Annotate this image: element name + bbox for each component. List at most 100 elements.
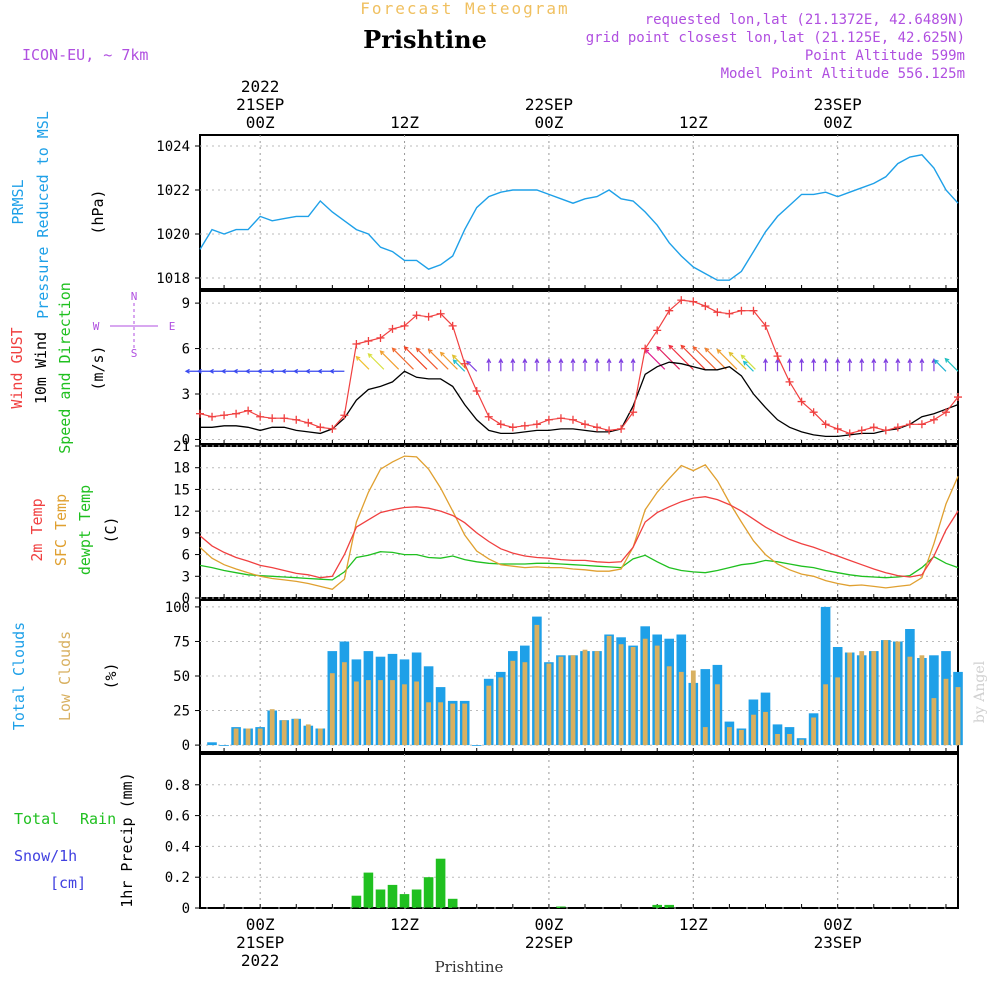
low-cloud-bar — [606, 635, 612, 746]
pressure-label-prmsl: PRMSL — [9, 179, 27, 224]
panel-frame — [199, 290, 959, 445]
low-cloud-bar — [823, 684, 828, 746]
gust-marker — [292, 415, 301, 424]
low-cloud-bar — [931, 698, 937, 746]
pressure-label-desc: Pressure Reduced to MSL — [34, 111, 52, 319]
footer-location: Prishtine — [435, 958, 504, 976]
low-cloud-bar — [835, 677, 841, 746]
bottom-year-label: 2022 — [241, 951, 280, 970]
model-altitude: Model Point Altitude 556.125m — [721, 66, 965, 82]
gust-marker — [400, 321, 409, 330]
wind-direction-arrow — [582, 358, 588, 372]
wind-direction-arrow — [933, 359, 947, 372]
low-cloud-bar — [486, 685, 492, 746]
low-cloud-bar — [257, 728, 263, 746]
gust-marker — [388, 324, 397, 333]
low-cloud-bar — [775, 734, 780, 746]
low-cloud-bar — [739, 729, 744, 746]
wind-direction-arrow — [594, 358, 600, 372]
gust-marker — [484, 412, 493, 421]
chart-title: Forecast Meteogram — [360, 0, 569, 18]
y-tick-label: 0 — [182, 901, 190, 917]
low-cloud-bar — [426, 702, 431, 746]
gust-marker — [268, 414, 277, 423]
wind-direction-arrow — [763, 358, 768, 372]
low-cloud-bar — [799, 739, 804, 746]
bottom-hour-label: 00Z — [823, 915, 852, 934]
low-cloud-bar — [510, 660, 516, 746]
gust-marker — [340, 411, 349, 420]
wind-direction-arrow — [498, 358, 504, 372]
wind-direction-arrow — [510, 358, 516, 372]
wind-label-speed: 10m Wind — [32, 332, 50, 404]
low-cloud-bar — [498, 677, 504, 746]
low-cloud-bar — [883, 640, 889, 746]
wind-direction-arrow — [466, 360, 478, 372]
low-cloud-bar — [438, 702, 443, 746]
precip-ylabel: 1hr Precip (mm) — [118, 772, 136, 907]
bottom-hour-label: 12Z — [679, 915, 708, 934]
low-cloud-bar — [305, 724, 311, 746]
gust-marker — [304, 418, 313, 427]
wind-direction-arrow — [630, 358, 636, 372]
low-cloud-bar — [450, 703, 456, 746]
low-cloud-bar — [763, 711, 768, 746]
wind-unit: (m/s) — [89, 345, 107, 390]
precip-label-rain: Rain — [80, 810, 116, 828]
panel-frame — [199, 134, 959, 290]
y-tick-label: 6 — [182, 548, 190, 564]
gust-marker — [845, 429, 854, 438]
y-tick-label: 9 — [182, 296, 190, 312]
gust-marker — [857, 426, 866, 435]
y-tick-label: 9 — [182, 526, 190, 542]
low-cloud-bar — [582, 649, 588, 745]
wind-direction-arrow — [522, 358, 528, 372]
total-cloud-bar — [820, 606, 831, 746]
low-cloud-bar — [233, 728, 239, 746]
gust-marker — [653, 326, 662, 335]
wind-direction-arrow — [656, 346, 681, 370]
gust-marker — [689, 297, 698, 306]
y-tick-label: 1022 — [156, 183, 190, 199]
wind-direction-arrow — [775, 358, 780, 372]
wind-direction-arrow — [847, 358, 853, 372]
low-cloud-bar — [570, 655, 576, 746]
gust-marker — [316, 423, 325, 432]
gust-marker — [629, 408, 638, 417]
wind-direction-arrow — [692, 346, 717, 370]
wind-direction-arrow — [811, 358, 817, 372]
wind-panel: 0 3 6 9 — [182, 290, 962, 448]
low-cloud-bar — [871, 651, 877, 746]
low-cloud-bar — [702, 727, 708, 746]
y-tick-label: 3 — [182, 387, 190, 403]
bottom-date-label: 23SEP — [814, 933, 862, 952]
rain-bar — [375, 889, 386, 908]
gust-marker — [665, 306, 674, 315]
total-cloud-bar — [219, 745, 229, 746]
wind-direction-arrow — [919, 358, 925, 372]
wind-direction-arrow — [742, 360, 754, 372]
gust-marker — [617, 424, 626, 433]
top-hour-label: 00Z — [534, 113, 563, 132]
low-cloud-bar — [666, 666, 672, 746]
gust-marker — [773, 352, 782, 361]
y-tick-label: 3 — [182, 569, 190, 585]
rain-bar — [447, 898, 458, 908]
gust-marker — [376, 333, 385, 342]
wind-direction-arrow — [907, 358, 913, 372]
y-tick-label: 0.6 — [165, 809, 190, 825]
clouds-label-total: Total Clouds — [10, 622, 28, 730]
top-hour-label: 12Z — [390, 113, 419, 132]
low-cloud-bar — [955, 687, 961, 746]
wind-label-direction: Speed and Direction — [56, 282, 74, 454]
gust-marker — [869, 423, 878, 432]
bottom-date-label: 21SEP — [236, 933, 284, 952]
wind-direction-arrow — [644, 348, 666, 370]
y-tick-label: 0 — [182, 432, 190, 448]
wind-direction-arrow — [379, 350, 400, 370]
bottom-hour-label: 00Z — [246, 915, 275, 934]
low-cloud-bar — [594, 651, 600, 746]
gust-marker — [641, 344, 650, 353]
gust-marker — [917, 420, 926, 429]
